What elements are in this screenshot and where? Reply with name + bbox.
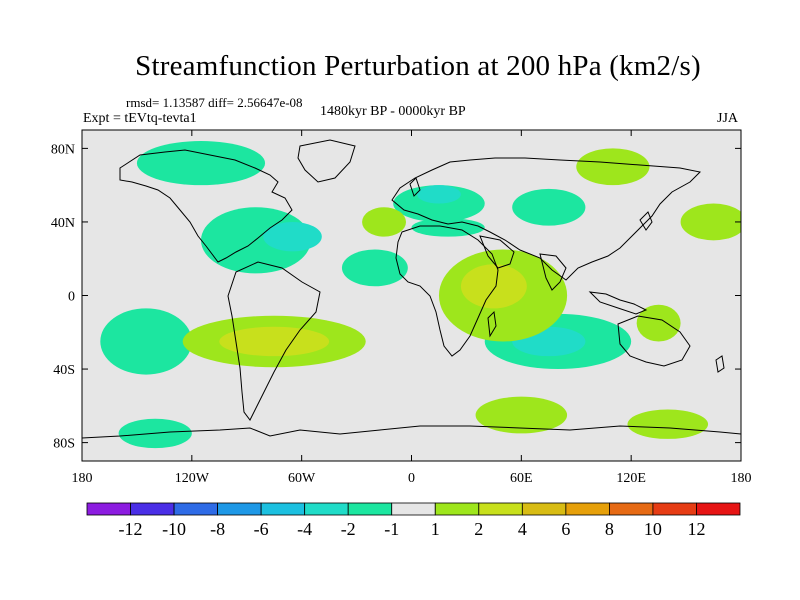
colorbar-label: 12 xyxy=(687,519,705,539)
stats-line: rmsd= 1.13587 diff= 2.56647e-08 xyxy=(126,95,303,110)
contour-region xyxy=(263,221,322,252)
colorbar-label: -8 xyxy=(210,519,225,539)
colorbar-label: -4 xyxy=(297,519,312,539)
season-label: JJA xyxy=(717,111,739,126)
colorbar-swatch xyxy=(521,502,567,516)
x-tick-label: 120E xyxy=(616,471,646,486)
contour-region xyxy=(362,207,407,237)
chart-title: Streamfunction Perturbation at 200 hPa (… xyxy=(135,50,701,82)
contour-region xyxy=(341,249,408,287)
contour-region xyxy=(475,396,568,434)
colorbar-swatch xyxy=(173,502,218,516)
y-tick-label: 80N xyxy=(51,142,75,157)
x-tick-label: 0 xyxy=(408,471,415,486)
colorbar-swatch xyxy=(217,502,262,516)
coastline-australia xyxy=(617,315,691,367)
colorbar-swatch xyxy=(260,502,306,516)
colorbar-swatch xyxy=(609,502,654,516)
contour-region xyxy=(512,188,586,226)
coastline-eurasia xyxy=(391,157,702,281)
x-tick-label: 180 xyxy=(731,471,752,486)
contour-region xyxy=(627,409,709,439)
colorbar-label: 10 xyxy=(644,519,662,539)
contour-region xyxy=(460,264,527,309)
colorbar-label: -12 xyxy=(119,519,143,539)
contour-region xyxy=(416,185,461,204)
colorbar-label: 1 xyxy=(431,519,440,539)
x-tick-label: 60E xyxy=(510,471,533,486)
contour-region xyxy=(100,308,192,375)
plot-background xyxy=(82,130,741,461)
coastline-india xyxy=(539,253,567,291)
y-tick-label: 80S xyxy=(53,437,75,452)
y-tick-label: 0 xyxy=(68,290,75,305)
colorbar-label: -1 xyxy=(384,519,399,539)
colorbar-label: 8 xyxy=(605,519,614,539)
colorbar-swatch xyxy=(130,502,175,516)
colorbar-swatch xyxy=(347,502,393,516)
coastline-arabia xyxy=(479,235,515,269)
colorbar-label: 2 xyxy=(474,519,483,539)
axis-layer: 180 120W 60W 0 60E 120E 180 80N 40N 0 40S 80S xyxy=(51,130,752,486)
x-tick-label: 180 xyxy=(72,471,93,486)
coastline-new-zealand xyxy=(715,355,725,373)
coastline-greenland xyxy=(297,139,356,183)
x-tick-label: 120W xyxy=(175,471,210,486)
period-label: 1480kyr BP - 0000kyr BP xyxy=(320,104,466,119)
colorbar-swatch xyxy=(434,502,480,516)
colorbar-label: 6 xyxy=(561,519,570,539)
contour-region xyxy=(680,203,741,241)
colorbar-label: -10 xyxy=(162,519,186,539)
contour-region xyxy=(219,326,330,357)
y-tick-label: 40N xyxy=(51,216,75,231)
colorbar-label: -2 xyxy=(341,519,356,539)
colorbar-swatch xyxy=(391,502,436,516)
colorbar-swatch xyxy=(304,502,349,516)
colorbar-swatch xyxy=(652,502,697,516)
colorbar-label: -6 xyxy=(254,519,269,539)
contour-region xyxy=(576,148,650,186)
contour-region xyxy=(636,304,681,342)
colorbar-swatch xyxy=(478,502,523,516)
colorbar: -12 -10 -8 -6 -4 -2 -1 1 2 4 6 8 10 12 xyxy=(86,502,741,539)
y-tick-label: 40S xyxy=(53,363,75,378)
coastline-antarctica xyxy=(82,425,741,439)
coastline-layer xyxy=(82,139,741,439)
coastline-uk xyxy=(409,177,421,197)
coastline-south-america xyxy=(227,261,321,421)
coastline-north-america xyxy=(119,149,293,263)
experiment-label: Expt = tEVtq-tevta1 xyxy=(83,111,197,126)
colorbar-swatch xyxy=(565,502,610,516)
contour-region xyxy=(136,141,266,186)
coastline-madagascar xyxy=(487,310,497,338)
colorbar-swatch xyxy=(86,502,131,516)
colorbar-swatch xyxy=(696,502,741,516)
coastline-indonesia xyxy=(588,291,648,315)
colorbar-label: 4 xyxy=(518,519,527,539)
coastline-japan xyxy=(639,211,653,231)
coastline-africa xyxy=(395,225,499,357)
x-tick-label: 60W xyxy=(288,471,316,486)
